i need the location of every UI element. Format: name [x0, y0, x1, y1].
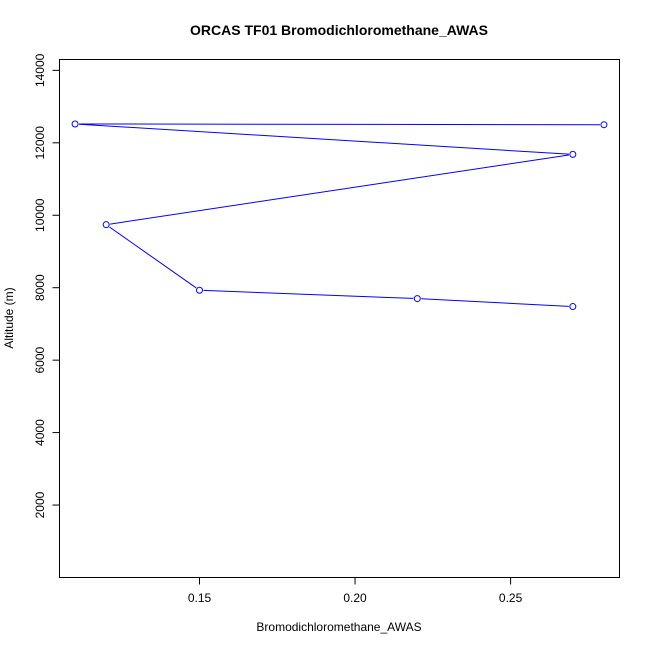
data-point — [569, 303, 577, 311]
data-point — [600, 121, 608, 129]
series-segment — [79, 123, 600, 126]
y-tick-label: 10000 — [33, 198, 47, 232]
y-tick-label: 4000 — [33, 419, 47, 446]
chart-title: ORCAS TF01 Bromodichloromethane_AWAS — [190, 22, 488, 38]
data-point — [196, 286, 203, 294]
data-point — [569, 150, 577, 158]
series-segment — [203, 289, 414, 299]
series-segment — [110, 154, 569, 225]
series-segment — [421, 298, 569, 307]
x-tick-label: 0.20 — [343, 591, 367, 605]
y-tick-label: 2000 — [33, 491, 47, 518]
x-tick-label: 0.15 — [188, 591, 212, 605]
x-tick-label: 0.25 — [499, 591, 523, 605]
data-point — [413, 295, 421, 303]
data-point — [102, 221, 110, 229]
y-axis-label: Altitude (m) — [2, 287, 16, 348]
y-tick-label: 12000 — [33, 126, 47, 160]
plot-frame — [59, 59, 620, 578]
y-tick-label: 14000 — [33, 53, 47, 87]
y-tick-label: 8000 — [33, 274, 47, 301]
series-layer — [71, 120, 608, 311]
y-tick-label: 6000 — [33, 346, 47, 373]
series-segment — [79, 123, 569, 155]
x-axis-label: Bromodichloromethane_AWAS — [256, 620, 421, 634]
data-point — [71, 120, 79, 128]
series-segment — [109, 226, 197, 289]
x-axis: 0.15 0.20 0.25 — [188, 577, 523, 605]
y-axis: 2000 4000 6000 8000 10000 12000 14000 — [33, 53, 60, 518]
